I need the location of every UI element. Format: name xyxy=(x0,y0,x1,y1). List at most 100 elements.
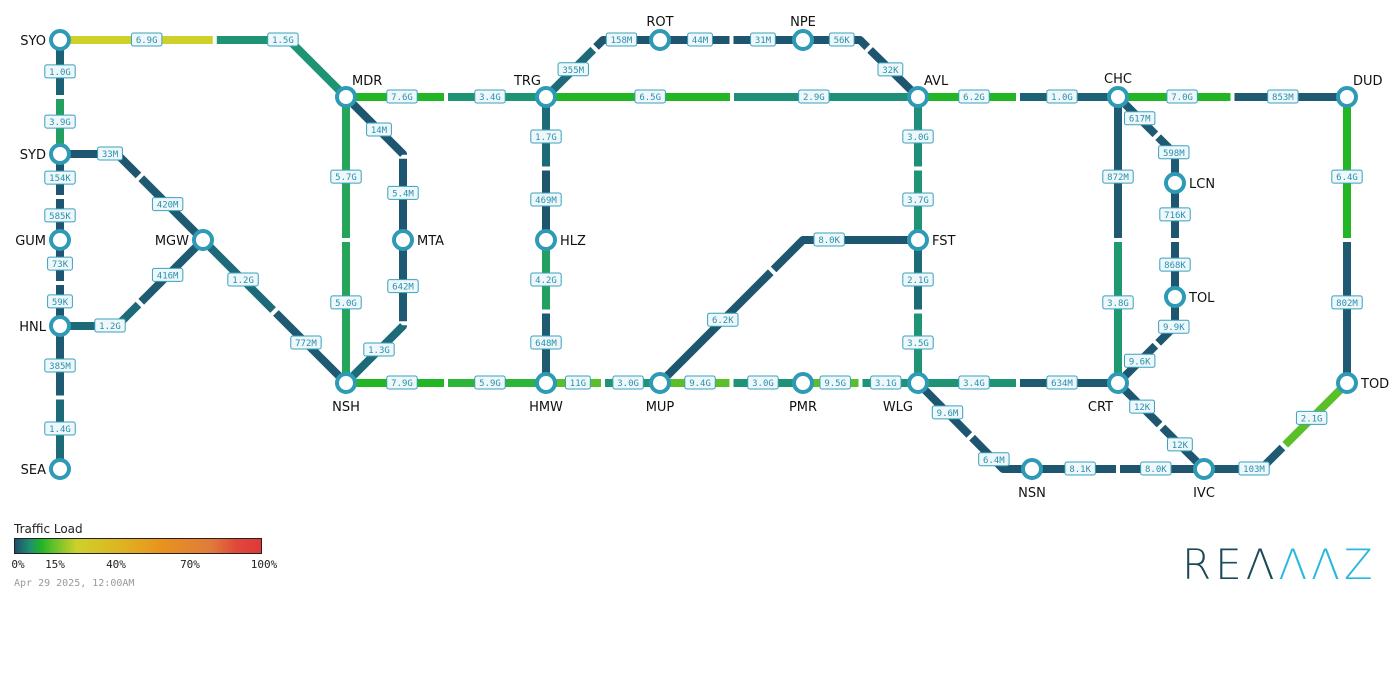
link-label: 772M xyxy=(290,335,322,350)
link-label: 716K xyxy=(1159,207,1191,222)
link-label-box xyxy=(530,335,562,350)
node-avl[interactable]: AVL xyxy=(907,74,949,108)
link-label-text: 3.4G xyxy=(479,93,501,103)
node-mdr[interactable]: MDR xyxy=(335,74,382,108)
node-circle[interactable] xyxy=(1193,458,1215,480)
node-chc[interactable]: CHC xyxy=(1104,72,1132,108)
legend-gradient-bar xyxy=(14,538,262,554)
node-circle[interactable] xyxy=(535,229,557,251)
link-label-text: 6.2G xyxy=(963,93,985,103)
legend-tick: 40% xyxy=(106,558,126,571)
node-circle[interactable] xyxy=(1336,86,1358,108)
link-label-text: 6.2K xyxy=(712,316,734,326)
node-rot[interactable]: ROT xyxy=(646,15,674,51)
link-label-box xyxy=(902,335,934,350)
node-tod[interactable]: TOD xyxy=(1336,372,1389,394)
node-circle[interactable] xyxy=(907,372,929,394)
link-npe-avl-out[interactable] xyxy=(803,36,871,50)
node-circle[interactable] xyxy=(1107,372,1129,394)
node-tol[interactable]: TOL xyxy=(1164,286,1215,308)
node-circle[interactable] xyxy=(49,315,71,337)
node-nsh[interactable]: NSH xyxy=(332,372,360,415)
node-pmr[interactable]: PMR xyxy=(789,372,817,415)
link-label-text: 1.5G xyxy=(272,36,294,46)
node-circle[interactable] xyxy=(49,143,71,165)
link-label-box xyxy=(330,295,362,310)
node-circle[interactable] xyxy=(535,372,557,394)
node-wlg[interactable]: WLG xyxy=(883,372,929,415)
node-hmw[interactable]: HMW xyxy=(529,372,563,415)
node-trg[interactable]: TRG xyxy=(513,74,557,108)
node-circle[interactable] xyxy=(535,86,557,108)
node-hlz[interactable]: HLZ xyxy=(535,229,586,251)
node-circle[interactable] xyxy=(649,372,671,394)
node-ivc[interactable]: IVC xyxy=(1193,458,1215,501)
node-sea[interactable]: SEA xyxy=(21,458,71,480)
link-label: 8.0K xyxy=(1140,461,1172,476)
link-label-box xyxy=(363,342,395,357)
link-label: 3.0G xyxy=(747,375,779,390)
node-circle[interactable] xyxy=(392,229,414,251)
link-label-box xyxy=(1331,169,1363,184)
link-mdr-mta-out[interactable] xyxy=(343,94,407,158)
link-label-text: 9.9K xyxy=(1163,323,1185,333)
node-npe[interactable]: NPE xyxy=(790,15,816,51)
node-mup[interactable]: MUP xyxy=(646,372,675,415)
node-circle[interactable] xyxy=(335,372,357,394)
link-label-box xyxy=(557,62,589,77)
link-label-box xyxy=(1166,89,1198,104)
node-circle[interactable] xyxy=(907,86,929,108)
link-label: 3.5G xyxy=(902,335,934,350)
link-label: 3.4G xyxy=(474,89,506,104)
node-hnl[interactable]: HNL xyxy=(19,315,71,337)
node-syo[interactable]: SYO xyxy=(20,29,71,51)
link-mup-fst-out[interactable] xyxy=(657,269,774,386)
link-label: 3.0G xyxy=(612,375,644,390)
link-label-box xyxy=(798,89,830,104)
link-label-text: 7.0G xyxy=(1171,93,1193,103)
link-label-text: 3.4G xyxy=(963,379,985,389)
node-lcn[interactable]: LCN xyxy=(1164,172,1215,194)
link-label: 6.9G xyxy=(130,32,163,47)
node-circle[interactable] xyxy=(335,86,357,108)
link-mup-fst-in[interactable] xyxy=(770,236,918,273)
node-circle[interactable] xyxy=(1336,372,1358,394)
link-mta-nsh-in[interactable] xyxy=(343,322,407,386)
node-label: HNL xyxy=(19,320,47,335)
node-circle[interactable] xyxy=(792,372,814,394)
node-nsn[interactable]: NSN xyxy=(1018,458,1046,501)
node-circle[interactable] xyxy=(192,229,214,251)
node-mta[interactable]: MTA xyxy=(392,229,444,251)
node-circle[interactable] xyxy=(49,29,71,51)
node-circle[interactable] xyxy=(49,229,71,251)
node-circle[interactable] xyxy=(907,229,929,251)
link-label: 9.4G xyxy=(684,375,716,390)
node-circle[interactable] xyxy=(1021,458,1043,480)
node-syd[interactable]: SYD xyxy=(20,143,71,165)
link-label: 3.4G xyxy=(958,375,990,390)
link-label: 6.2K xyxy=(707,312,739,327)
link-syo-mdr-in[interactable] xyxy=(216,36,349,100)
link-label: 5.0G xyxy=(330,295,362,310)
node-label: TRG xyxy=(513,74,541,89)
node-fst[interactable]: FST xyxy=(907,229,956,251)
link-label-text: 7.6G xyxy=(391,93,413,103)
link-trg-rot-in[interactable] xyxy=(593,36,660,50)
node-crt[interactable]: CRT xyxy=(1088,372,1129,415)
link-label: 1.5G xyxy=(267,32,299,47)
node-label: MDR xyxy=(352,74,382,89)
link-label-text: 3.0G xyxy=(752,379,774,389)
node-circle[interactable] xyxy=(1164,286,1186,308)
link-label: 12K xyxy=(1129,399,1155,414)
node-circle[interactable] xyxy=(1107,86,1129,108)
node-circle[interactable] xyxy=(49,458,71,480)
node-circle[interactable] xyxy=(1164,172,1186,194)
node-circle[interactable] xyxy=(792,29,814,51)
node-circle[interactable] xyxy=(649,29,671,51)
node-mgw[interactable]: MGW xyxy=(155,229,214,251)
node-gum[interactable]: GUM xyxy=(15,229,71,251)
link-label: 3.1G xyxy=(870,375,902,390)
link-label-box xyxy=(1102,169,1134,184)
link-label: 31M xyxy=(750,32,776,47)
node-dud[interactable]: DUD xyxy=(1336,74,1383,108)
